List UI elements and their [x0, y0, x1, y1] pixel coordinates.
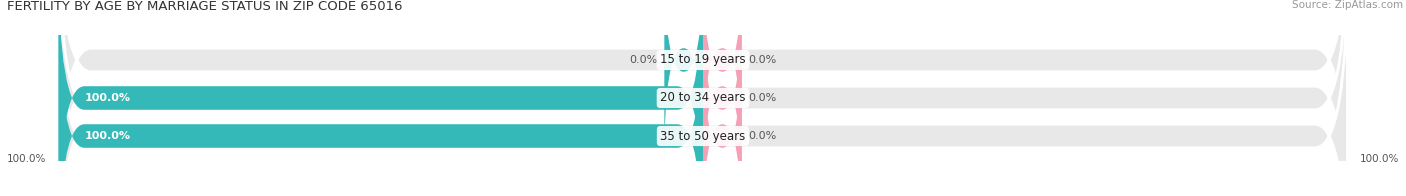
Text: 0.0%: 0.0%: [748, 131, 776, 141]
FancyBboxPatch shape: [703, 0, 742, 162]
Text: 0.0%: 0.0%: [748, 55, 776, 65]
Text: 100.0%: 100.0%: [84, 93, 131, 103]
Text: 0.0%: 0.0%: [748, 93, 776, 103]
Text: 20 to 34 years: 20 to 34 years: [661, 92, 745, 104]
Text: 15 to 19 years: 15 to 19 years: [661, 54, 745, 66]
FancyBboxPatch shape: [59, 0, 1347, 196]
Text: 100.0%: 100.0%: [7, 154, 46, 164]
FancyBboxPatch shape: [665, 0, 703, 162]
Text: 35 to 50 years: 35 to 50 years: [661, 130, 745, 142]
FancyBboxPatch shape: [703, 0, 742, 196]
FancyBboxPatch shape: [59, 0, 1347, 196]
Text: 100.0%: 100.0%: [1360, 154, 1399, 164]
FancyBboxPatch shape: [59, 0, 703, 196]
Text: 100.0%: 100.0%: [84, 131, 131, 141]
Text: 0.0%: 0.0%: [630, 55, 658, 65]
FancyBboxPatch shape: [703, 34, 742, 196]
Text: Source: ZipAtlas.com: Source: ZipAtlas.com: [1292, 0, 1403, 10]
Text: FERTILITY BY AGE BY MARRIAGE STATUS IN ZIP CODE 65016: FERTILITY BY AGE BY MARRIAGE STATUS IN Z…: [7, 0, 402, 13]
FancyBboxPatch shape: [59, 0, 1347, 196]
FancyBboxPatch shape: [59, 0, 703, 196]
